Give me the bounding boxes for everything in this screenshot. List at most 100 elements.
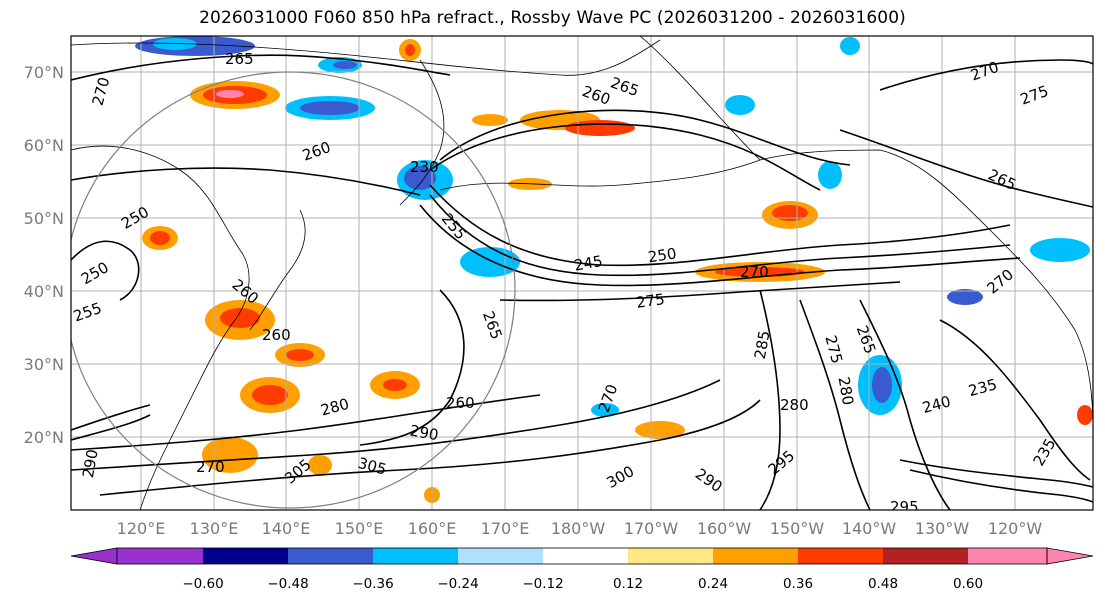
contour-label: 245	[573, 252, 604, 275]
contour-label: 280	[780, 396, 809, 414]
contour-label: 270	[196, 458, 225, 476]
shade-patch	[216, 90, 244, 98]
longitude-label: 130°W	[915, 519, 970, 538]
shade-patch	[565, 120, 635, 136]
latitude-label: 30°N	[24, 355, 64, 374]
colorbar-tick-label: 0.60	[953, 576, 983, 592]
shade-patch	[772, 205, 808, 221]
longitude-label: 170°W	[624, 519, 679, 538]
shade-patch	[150, 231, 170, 245]
region-outline-ellipse	[71, 71, 516, 509]
contour-line	[71, 54, 451, 81]
contour-label: 280	[835, 375, 858, 406]
shade-patch	[308, 455, 332, 475]
shade-patch	[635, 421, 685, 439]
latitude-label: 50°N	[24, 209, 64, 228]
colorbar-segment	[373, 548, 458, 564]
colorbar-segment	[543, 548, 628, 564]
contour-line	[879, 59, 1093, 91]
longitude-label: 180°W	[551, 519, 606, 538]
contour-label: 250	[647, 244, 678, 266]
contour-label: 230	[410, 158, 439, 176]
longitude-label: 150°E	[335, 519, 384, 538]
colorbar-segment	[458, 548, 543, 564]
latitude-label: 40°N	[24, 282, 64, 301]
latitude-labels: 70°N 60°N 50°N 40°N 30°N 20°N	[24, 63, 64, 447]
refractivity-contours	[71, 54, 1093, 510]
latitude-label: 60°N	[24, 136, 64, 155]
shade-patch	[202, 437, 258, 473]
contour-line	[71, 167, 421, 196]
longitude-label: 140°E	[262, 519, 311, 538]
contour-label: 275	[635, 290, 666, 312]
contour-line	[799, 299, 871, 510]
contour-line	[419, 204, 1021, 287]
contour-line	[859, 299, 951, 510]
gridlines	[71, 36, 1093, 510]
longitude-label: 170°E	[481, 519, 530, 538]
contour-line	[759, 289, 781, 510]
contour-line	[99, 399, 761, 496]
contour-line	[939, 319, 1091, 481]
latitude-label: 20°N	[24, 428, 64, 447]
coastline-aleutians	[439, 159, 761, 191]
shade-patch	[220, 308, 260, 328]
colorbar-tick-label: −0.36	[352, 576, 393, 592]
colorbar-tick-label: 0.24	[698, 576, 728, 592]
contour-line	[499, 281, 901, 302]
longitude-label: 140°W	[842, 519, 897, 538]
shade-patch	[252, 385, 288, 405]
shade-patch	[947, 289, 983, 305]
coastlines	[71, 36, 1093, 510]
shade-patch	[840, 37, 860, 55]
colorbar-tick-label: 0.12	[613, 576, 643, 592]
shade-patch	[591, 403, 619, 417]
colorbar-tick-label: −0.24	[437, 576, 478, 592]
colorbar-segment	[288, 548, 373, 564]
colorbar-segment	[628, 548, 713, 564]
colorbar-low-extend	[70, 547, 118, 565]
shade-patch	[404, 166, 436, 190]
contour-line	[439, 109, 851, 166]
map-plot-area: 265 270 260 250 260 230 265 265 270 275 …	[71, 36, 1093, 516]
contour-line	[71, 379, 721, 471]
colorbar-tick-label: −0.48	[267, 576, 308, 592]
coastline-japan	[249, 209, 306, 331]
contour-label: 270	[740, 263, 769, 281]
latitude-label: 70°N	[24, 63, 64, 82]
shade-patch	[472, 114, 508, 126]
contour-line	[839, 129, 1093, 208]
contour-line	[71, 414, 151, 441]
colorbar-tick-label: 0.36	[783, 576, 813, 592]
colorbar: −0.60 −0.48 −0.36 −0.24 −0.12 0.12 0.24 …	[70, 547, 1094, 592]
longitude-labels: 120°E 130°E 140°E 150°E 160°E 170°E 180°…	[117, 519, 1043, 538]
contour-label: 260	[446, 394, 475, 412]
contour-label: 260	[262, 326, 291, 344]
shade-patch	[872, 367, 892, 403]
contour-label: 290	[408, 422, 439, 445]
contour-label: 285	[751, 329, 774, 360]
shade-patch	[405, 44, 415, 56]
shade-patch	[818, 161, 842, 189]
longitude-label: 130°E	[190, 519, 239, 538]
longitude-label: 120°E	[117, 519, 166, 538]
longitude-label: 160°W	[697, 519, 752, 538]
colorbar-segment	[968, 548, 1047, 564]
contour-label: 295	[890, 498, 919, 516]
contour-labels: 265 270 260 250 260 230 265 265 270 275 …	[71, 50, 1059, 516]
colorbar-segment	[798, 548, 883, 564]
coastline-siberia-north	[71, 39, 661, 76]
longitude-label: 120°W	[988, 519, 1043, 538]
colorbar-border	[116, 547, 1048, 565]
contour-line	[909, 469, 1093, 503]
contour-line	[899, 459, 1093, 488]
colorbar-tick-label: −0.60	[182, 576, 223, 592]
contour-line	[71, 240, 140, 301]
contour-label: 265	[225, 50, 254, 68]
colorbar-segment	[883, 548, 968, 564]
contour-label: 290	[79, 448, 102, 479]
shade-patch	[383, 379, 407, 391]
coastline-kamchatka	[399, 59, 445, 206]
contour-line	[71, 394, 541, 451]
colorbar-segment	[203, 548, 288, 564]
